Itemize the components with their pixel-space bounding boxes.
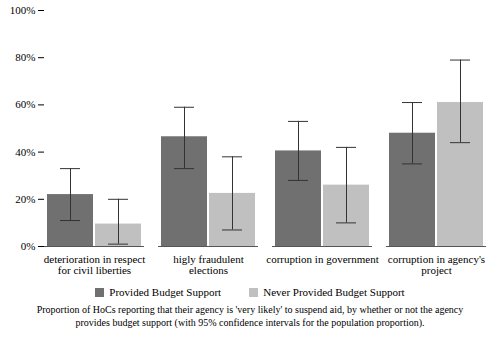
- svg-text:100%: 100%: [10, 4, 36, 16]
- svg-text:80%: 80%: [15, 51, 35, 63]
- svg-text:corruption in government: corruption in government: [266, 253, 378, 265]
- svg-text:20%: 20%: [15, 193, 35, 205]
- svg-text:higly fraudulentelections: higly fraudulentelections: [173, 253, 244, 276]
- svg-text:40%: 40%: [15, 146, 35, 158]
- svg-text:corruption in agency'sproject: corruption in agency'sproject: [388, 253, 485, 276]
- html-text:Proportion of HoCs reporting t: Proportion of HoCs reporting that their …: [36, 304, 464, 328]
- svg-text:0%: 0%: [21, 240, 36, 252]
- html-text:Never Provided Budget Support: Never Provided Budget Support: [263, 286, 405, 298]
- svg-text:60%: 60%: [15, 98, 35, 110]
- svg-text:deterioration in respectfor ci: deterioration in respectfor civil libert…: [44, 253, 145, 276]
- html-text:Provided Budget Support: Provided Budget Support: [109, 286, 222, 298]
